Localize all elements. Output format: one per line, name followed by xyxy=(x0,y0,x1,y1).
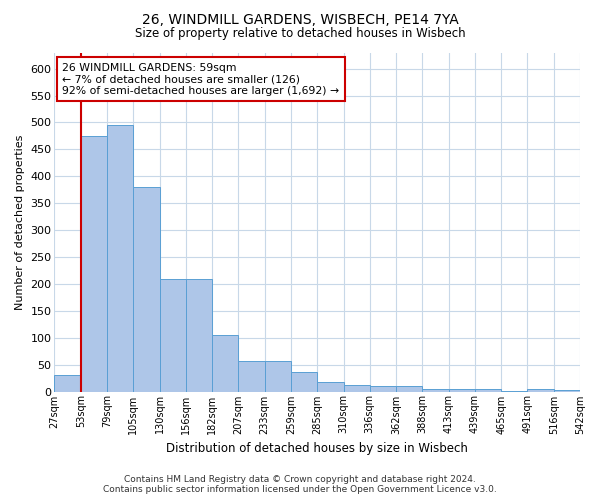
Bar xyxy=(422,389,449,392)
Text: Contains HM Land Registry data © Crown copyright and database right 2024.
Contai: Contains HM Land Registry data © Crown c… xyxy=(103,474,497,494)
Text: Size of property relative to detached houses in Wisbech: Size of property relative to detached ho… xyxy=(134,28,466,40)
Bar xyxy=(160,278,186,392)
Bar xyxy=(107,125,133,392)
Bar xyxy=(186,278,212,392)
Text: 26, WINDMILL GARDENS, WISBECH, PE14 7YA: 26, WINDMILL GARDENS, WISBECH, PE14 7YA xyxy=(142,12,458,26)
Bar xyxy=(449,389,475,392)
Bar xyxy=(527,389,554,392)
Bar xyxy=(212,335,238,392)
Bar xyxy=(133,187,160,392)
Bar xyxy=(265,361,291,392)
Bar xyxy=(554,390,580,392)
Bar xyxy=(475,389,501,392)
Bar xyxy=(81,136,107,392)
Bar xyxy=(55,376,81,392)
Bar xyxy=(370,386,396,392)
Bar xyxy=(396,386,422,392)
Bar xyxy=(501,391,527,392)
X-axis label: Distribution of detached houses by size in Wisbech: Distribution of detached houses by size … xyxy=(166,442,468,455)
Bar xyxy=(291,372,317,392)
Y-axis label: Number of detached properties: Number of detached properties xyxy=(15,134,25,310)
Text: 26 WINDMILL GARDENS: 59sqm
← 7% of detached houses are smaller (126)
92% of semi: 26 WINDMILL GARDENS: 59sqm ← 7% of detac… xyxy=(62,62,340,96)
Bar xyxy=(344,384,370,392)
Bar xyxy=(238,361,265,392)
Bar xyxy=(317,382,344,392)
